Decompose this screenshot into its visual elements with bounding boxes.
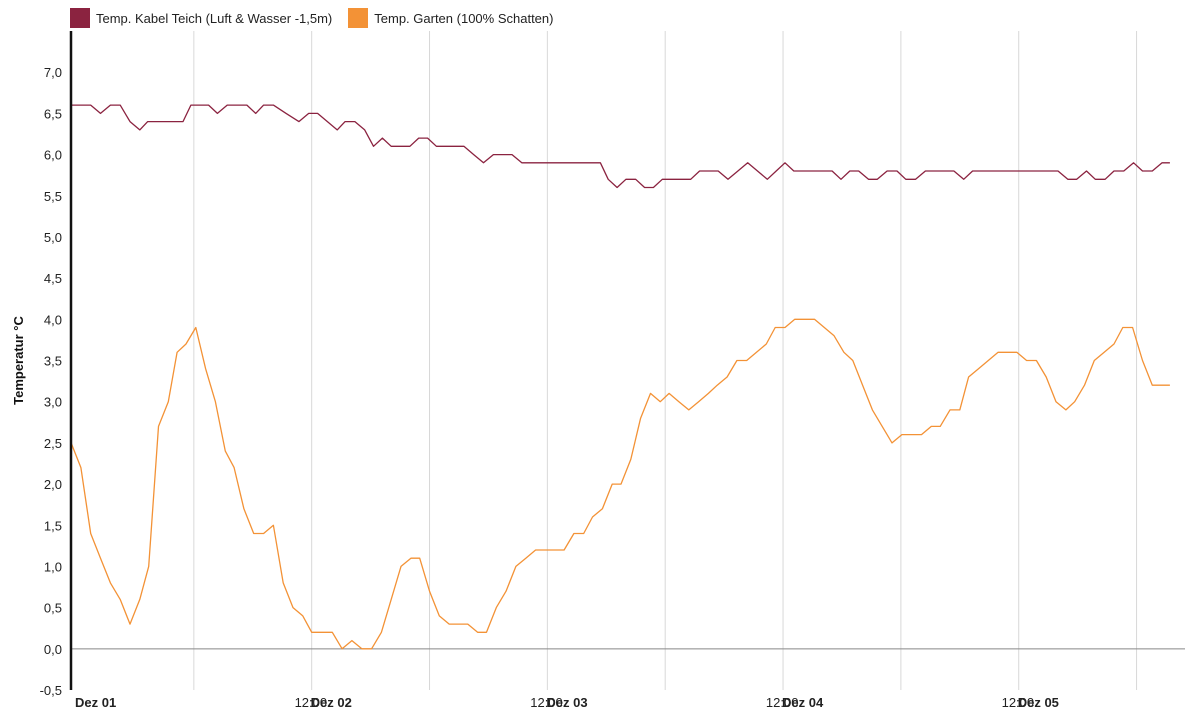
x-tick-label: 12:00 [766,695,799,710]
x-tick-label: Dez 05 [1018,695,1059,710]
legend-swatch-garten [348,8,369,28]
legend-item-teich[interactable]: Temp. Kabel Teich (Luft & Wasser -1,5m) [70,8,332,28]
y-tick-label: 2,5 [44,436,62,451]
legend-label-teich: Temp. Kabel Teich (Luft & Wasser -1,5m) [96,10,333,26]
x-tick-label: 12:00 [295,695,328,710]
y-tick-label: 1,5 [44,518,62,533]
y-tick-label: 6,5 [44,106,62,121]
y-tick-label: 4,5 [44,271,62,286]
x-tick-label: Dez 02 [311,695,352,710]
y-tick-label: 5,0 [44,230,62,245]
y-axis-label: Temperatur °C [11,316,26,405]
legend: Temp. Kabel Teich (Luft & Wasser -1,5m) … [70,6,553,30]
y-axis: -0,5 0,0 0,5 1,0 1,5 2,0 2,5 3,0 3,5 4,0 4,5 5,0 5,5… [40,31,73,698]
y-tick-label: 0,0 [44,642,62,657]
y-tick-label: 0,5 [44,601,62,616]
y-tick-label: 1,0 [44,559,62,574]
y-tick-label: 2,0 [44,477,62,492]
legend-label-garten: Temp. Garten (100% Schatten) [374,10,554,26]
y-tick-label: 7,0 [44,65,62,80]
x-tick-label: 12:00 [530,695,563,710]
y-tick-label: -0,5 [40,683,62,698]
x-tick-label: Dez 04 [782,695,824,710]
y-tick-label: 6,0 [44,148,62,163]
series-line-0 [71,104,1170,189]
x-tick-label: Dez 03 [546,695,587,710]
legend-item-garten[interactable]: Temp. Garten (100% Schatten) [348,8,553,28]
y-tick-label: 5,5 [44,189,62,204]
legend-swatch-teich [70,8,90,28]
series-line-1 [70,318,1170,650]
y-tick-label: 3,5 [44,354,62,369]
grid [193,31,1138,690]
x-tick-label: Dez 01 [75,695,116,710]
series-lines [70,104,1170,650]
y-tick-label: 3,0 [44,395,62,410]
y-tick-label: 4,0 [44,312,62,327]
x-tick-label: 12:00 [1002,695,1035,710]
